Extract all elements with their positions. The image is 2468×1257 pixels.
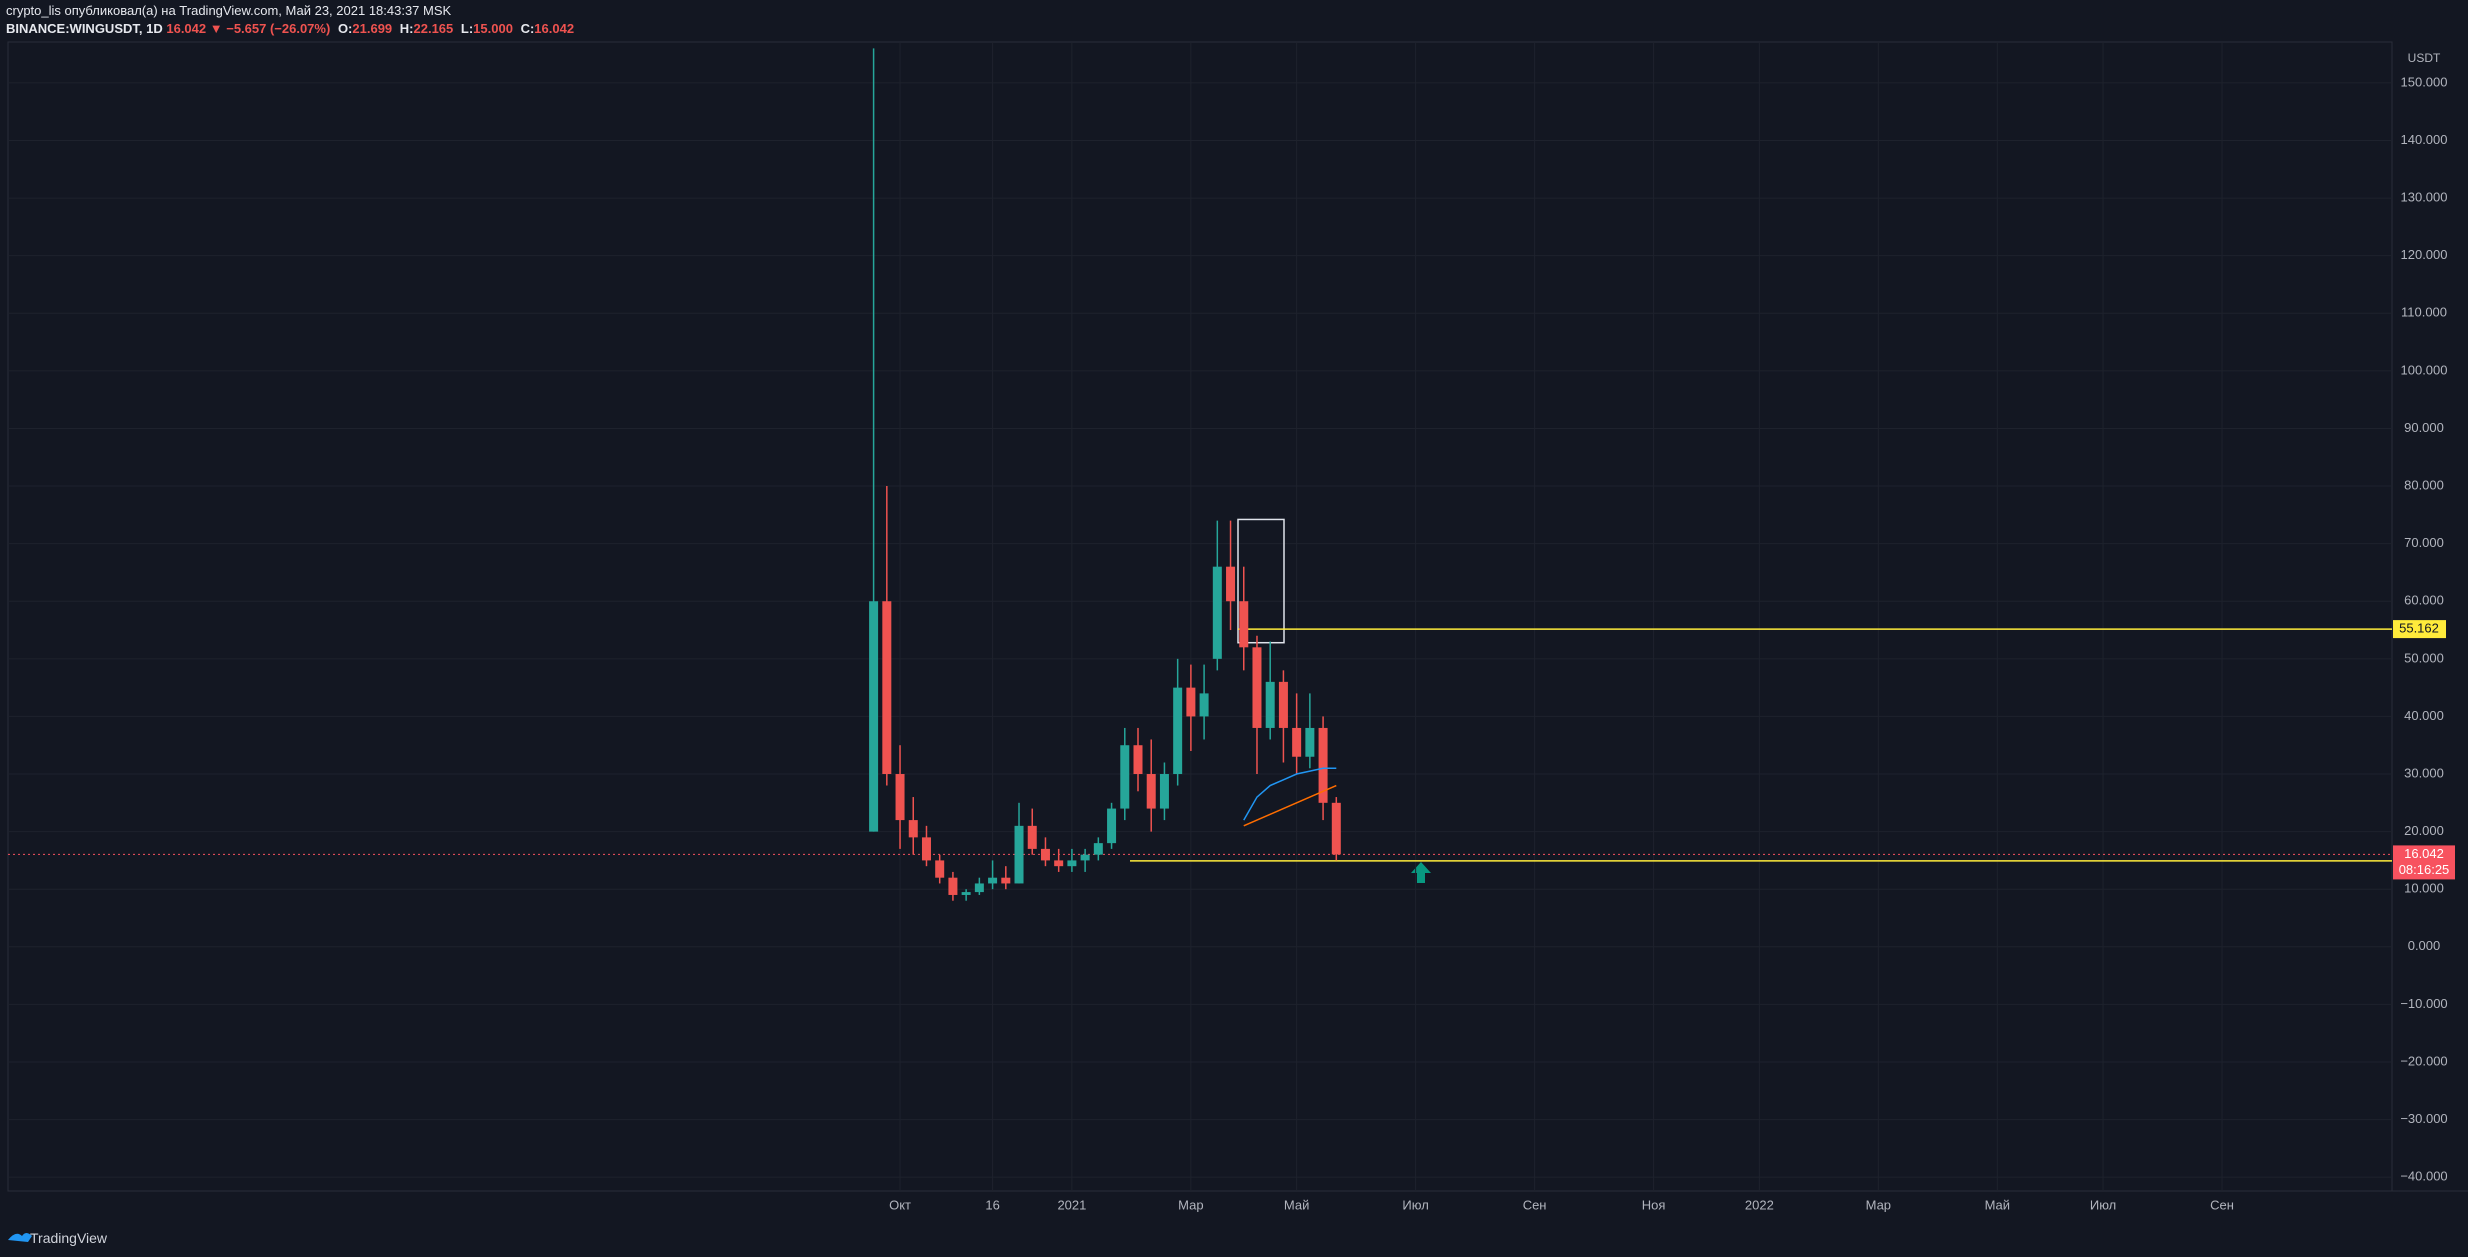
high-value: 22.165: [413, 21, 454, 36]
candle-body: [882, 601, 892, 775]
last-price-label: 16.042: [2404, 846, 2444, 861]
candle-body: [948, 877, 958, 895]
candle-body: [1252, 647, 1262, 728]
candle-body: [988, 877, 998, 884]
candle-body: [1107, 808, 1117, 844]
y-tick-label: 50.000: [2404, 650, 2444, 665]
candle-body: [869, 601, 879, 832]
publisher-line: crypto_lis опубликовал(а) на TradingView…: [6, 3, 452, 18]
x-tick-label: Мар: [1866, 1197, 1891, 1212]
logo: [8, 1233, 32, 1242]
y-tick-label: 130.000: [2401, 190, 2448, 205]
x-tick-label: Июл: [2090, 1197, 2116, 1212]
moving-average: [1243, 784, 1337, 827]
y-tick-label: 140.000: [2401, 132, 2448, 147]
y-tick-label: 60.000: [2404, 593, 2444, 608]
candle-body: [1278, 681, 1288, 728]
symbol: BINANCE:WINGUSDT, 1D: [6, 21, 163, 36]
candle-body: [1292, 727, 1302, 757]
moving-average: [1243, 767, 1337, 821]
arrow-up: [1411, 862, 1431, 883]
candle-body: [1173, 687, 1183, 775]
y-tick-label: −20.000: [2400, 1053, 2447, 1068]
y-tick-label: 70.000: [2404, 535, 2444, 550]
y-tick-label: −10.000: [2400, 996, 2447, 1011]
candle-body: [1226, 566, 1236, 602]
candle-body: [1014, 825, 1024, 884]
candle-body: [1212, 566, 1222, 659]
candle-body: [974, 883, 984, 893]
close-value: 16.042: [534, 21, 575, 36]
low-value: 15.000: [473, 21, 513, 36]
price-line-label: 55.162: [2399, 621, 2439, 636]
candle-body: [1133, 745, 1143, 775]
candle-body: [908, 820, 918, 838]
candle-body: [1054, 860, 1064, 867]
candle-body: [1027, 825, 1037, 849]
x-tick-label: Ноя: [1642, 1197, 1666, 1212]
candle-body: [1001, 877, 1011, 884]
last-price: 16.042: [166, 21, 207, 36]
y-tick-label: 20.000: [2404, 823, 2444, 838]
candle-body: [1239, 601, 1249, 648]
x-tick-label: 16: [985, 1197, 999, 1212]
candle-body: [1146, 774, 1156, 809]
countdown: 08:16:25: [2399, 862, 2450, 877]
low-label: L:: [460, 21, 474, 36]
y-tick-label: 120.000: [2401, 247, 2448, 262]
x-tick-label: Июл: [1402, 1197, 1428, 1212]
high-label: H:: [399, 21, 414, 36]
candle-body: [961, 892, 971, 895]
x-tick-label: Сен: [2210, 1197, 2234, 1212]
candle-body: [1040, 848, 1050, 861]
y-tick-label: 30.000: [2404, 765, 2444, 780]
y-tick-label: 150.000: [2401, 74, 2448, 89]
last-price-tag: [2393, 845, 2455, 880]
x-tick-label: 2021: [1057, 1197, 1086, 1212]
x-tick-label: 2022: [1745, 1197, 1774, 1212]
x-tick-label: Сен: [1523, 1197, 1547, 1212]
y-tick-label: −40.000: [2400, 1169, 2447, 1184]
candle-body: [1159, 774, 1169, 809]
candle-body: [1067, 860, 1077, 867]
candle-body: [895, 774, 905, 821]
candle-body: [1305, 727, 1315, 757]
candle-body: [1186, 687, 1196, 717]
y-tick-label: −30.000: [2400, 1111, 2447, 1126]
x-tick-label: Окт: [889, 1197, 911, 1212]
y-tick-label: 0.000: [2408, 938, 2441, 953]
candle-body: [935, 860, 945, 878]
brand: TradingView: [30, 1230, 108, 1246]
close-label: C:: [520, 21, 535, 36]
y-tick-label: 90.000: [2404, 420, 2444, 435]
box-drawing: [1237, 518, 1285, 644]
y-tick-label: 10.000: [2404, 881, 2444, 896]
y-tick-label: 40.000: [2404, 708, 2444, 723]
symbol-line: BINANCE:WINGUSDT, 1D 16.042 ▼ −5.657 (−2…: [6, 21, 574, 36]
candle-body: [1331, 802, 1341, 855]
y-tick-label: 80.000: [2404, 477, 2444, 492]
candle-body: [1120, 745, 1130, 809]
candle-body: [1265, 681, 1275, 728]
plot-frame: [7, 41, 2393, 1192]
price-line-tag: [2393, 620, 2446, 639]
candle-body: [1318, 727, 1328, 803]
candle-body: [1080, 854, 1090, 861]
unit-label: USDT: [2408, 51, 2441, 65]
candle-body: [1199, 693, 1209, 717]
x-tick-label: Мар: [1178, 1197, 1203, 1212]
y-tick-label: 100.000: [2401, 362, 2448, 377]
y-tick-label: 110.000: [2401, 305, 2447, 320]
open-label: O:: [337, 21, 353, 36]
candle-body: [921, 837, 931, 861]
open-value: 21.699: [352, 21, 393, 36]
x-tick-label: Май: [1985, 1197, 2010, 1212]
x-tick-label: Май: [1284, 1197, 1309, 1212]
candle-body: [1093, 843, 1103, 855]
change: ▼ −5.657 (−26.07%): [209, 21, 331, 36]
